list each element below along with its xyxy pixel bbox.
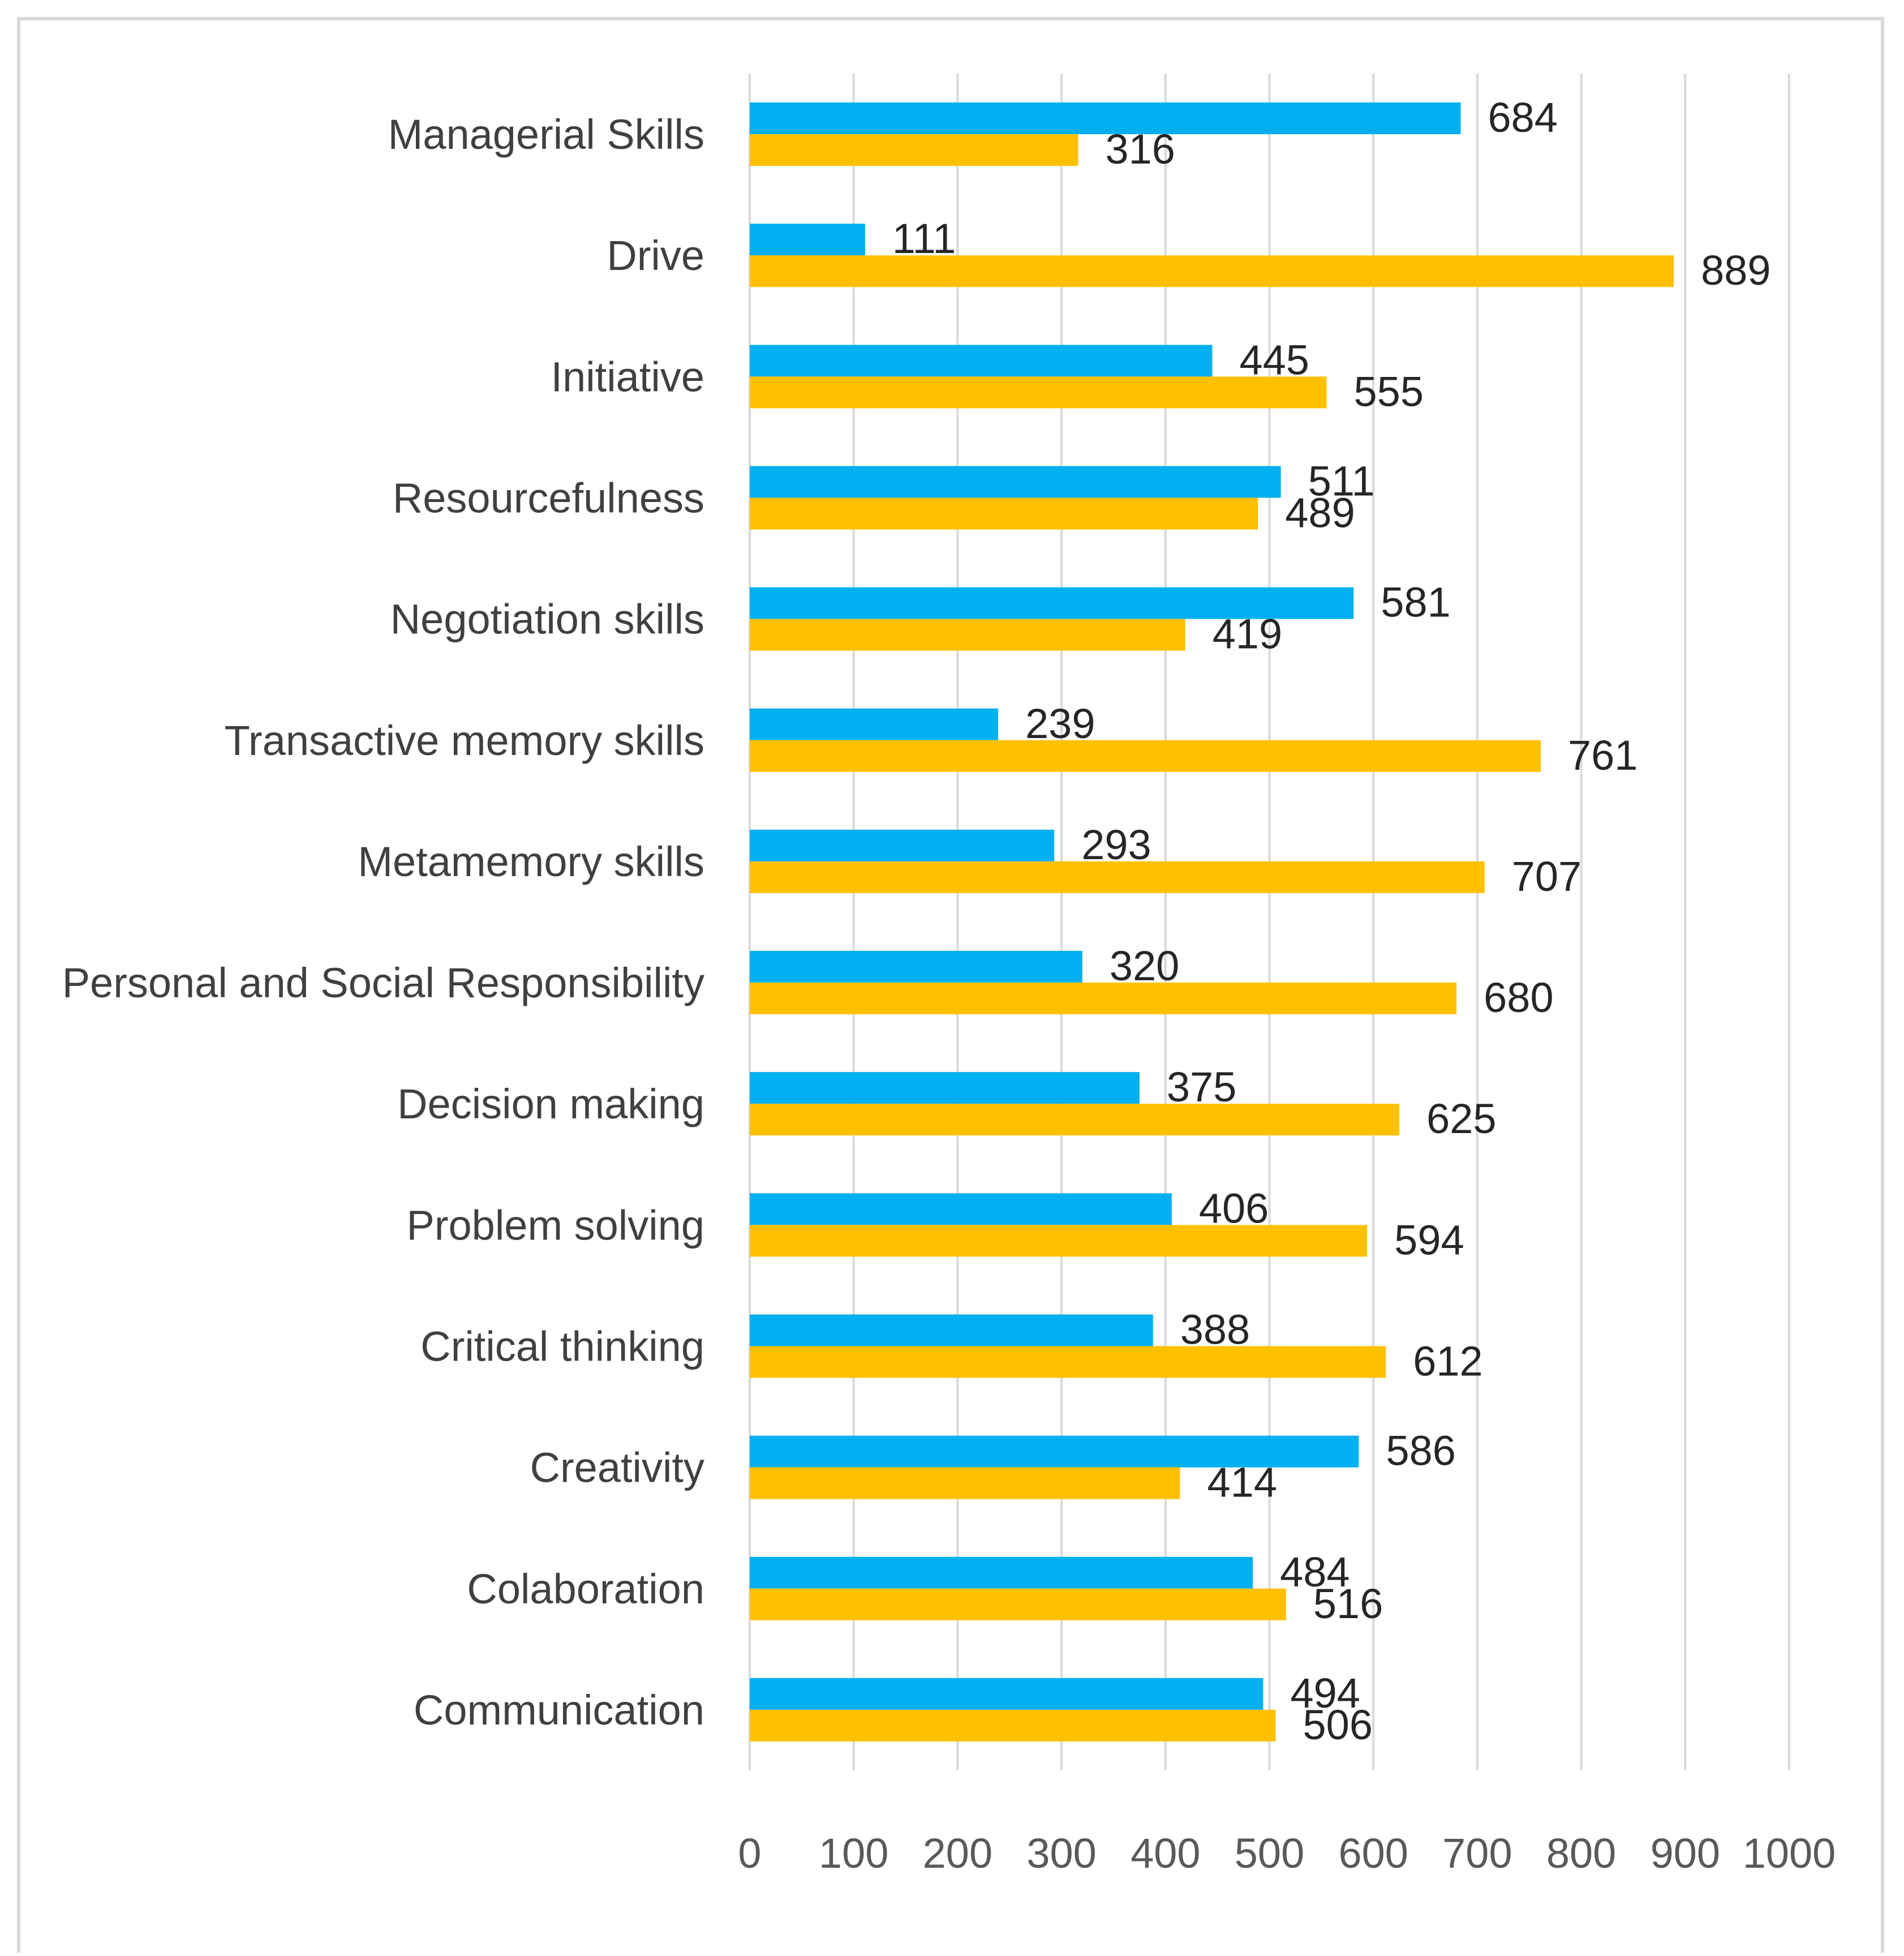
category-label: Colaboration [467,1565,704,1612]
data-label: 586 [1386,1427,1455,1474]
data-label: 625 [1426,1095,1496,1142]
data-label: 494 [1290,1670,1360,1717]
x-axis-ticks: 0 100 200 300 400 500 600 700 800 900 1000 [738,1830,1836,1877]
category-label: Communication [414,1687,704,1734]
data-label: 406 [1199,1185,1269,1232]
bar-series-2 [750,255,1674,288]
data-label: 239 [1025,700,1095,747]
data-label: 516 [1313,1580,1383,1627]
bar-series-1 [750,224,865,256]
x-tick-label: 800 [1546,1830,1616,1877]
category-label: Critical thinking [420,1323,704,1370]
bar-series-1 [750,1435,1359,1468]
bar-series-2 [750,497,1258,530]
data-label: 111 [892,215,956,262]
category-label: Negotiation skills [390,596,704,643]
data-label: 680 [1484,974,1553,1021]
bar-series-1 [750,1193,1172,1225]
x-tick-label: 100 [819,1830,888,1877]
bar-series-2 [750,983,1457,1015]
data-label: 419 [1213,611,1282,658]
bar-series-2 [750,1467,1180,1499]
data-label: 320 [1110,942,1179,989]
data-label: 581 [1381,579,1450,626]
data-label: 293 [1081,821,1151,868]
gridlines [749,74,1790,1770]
data-label: 445 [1239,336,1309,383]
bar-series-1 [750,587,1354,619]
bar-series-2 [750,1225,1368,1257]
category-label: Problem solving [407,1202,704,1249]
labels: Managerial Skills 684 316 Drive 111 889 Initia… [62,94,1771,1748]
bar-series-2 [750,1346,1386,1378]
bar-series-1 [750,102,1461,135]
bar-series-1 [750,1556,1253,1589]
bar-series-2 [750,376,1327,409]
bar-series-1 [750,829,1055,861]
data-label: 375 [1167,1063,1236,1110]
data-label: 316 [1105,126,1175,173]
x-tick-label: 900 [1651,1830,1720,1877]
bar-series-2 [750,1709,1276,1741]
bars [750,102,1674,1741]
category-label: Personal and Social Responsibility [62,959,704,1006]
category-label: Transactive memory skills [225,717,704,764]
bar-series-2 [750,740,1541,772]
data-label: 484 [1280,1548,1349,1595]
data-label: 761 [1568,732,1637,779]
x-tick-label: 1000 [1743,1830,1836,1877]
bar-series-1 [750,1072,1140,1104]
category-label: Metamemory skills [358,838,704,885]
data-label: 889 [1701,247,1770,294]
bar-series-2 [750,1588,1286,1620]
data-label: 707 [1512,853,1581,900]
x-tick-label: 600 [1338,1830,1408,1877]
data-label: 594 [1394,1216,1464,1263]
bar-series-1 [750,466,1281,498]
data-label: 489 [1285,490,1355,537]
bar-series-1 [750,708,999,740]
x-tick-label: 400 [1131,1830,1200,1877]
category-label: Drive [607,232,704,279]
x-tick-label: 200 [923,1830,992,1877]
data-label: 612 [1413,1338,1482,1385]
data-label: 506 [1303,1701,1373,1748]
category-label: Managerial Skills [388,111,704,158]
x-tick-label: 0 [738,1830,761,1877]
bar-series-1 [750,1314,1153,1346]
category-label: Resourcefulness [393,475,704,522]
data-label: 414 [1207,1459,1277,1506]
category-label: Initiative [551,353,704,400]
category-label: Creativity [530,1444,704,1491]
bar-series-1 [750,345,1213,377]
data-label: 388 [1180,1306,1250,1353]
data-label: 684 [1488,94,1558,141]
bar-series-2 [750,1104,1400,1136]
bar-series-2 [750,619,1185,651]
data-label: 511 [1308,458,1375,505]
bar-series-1 [750,1678,1263,1710]
data-label: 555 [1354,368,1424,415]
x-tick-label: 300 [1026,1830,1096,1877]
bar-series-2 [750,134,1078,166]
bar-series-1 [750,951,1082,983]
x-tick-label: 700 [1442,1830,1512,1877]
category-label: Decision making [397,1080,704,1127]
bar-series-2 [750,861,1485,893]
x-tick-label: 500 [1235,1830,1304,1877]
